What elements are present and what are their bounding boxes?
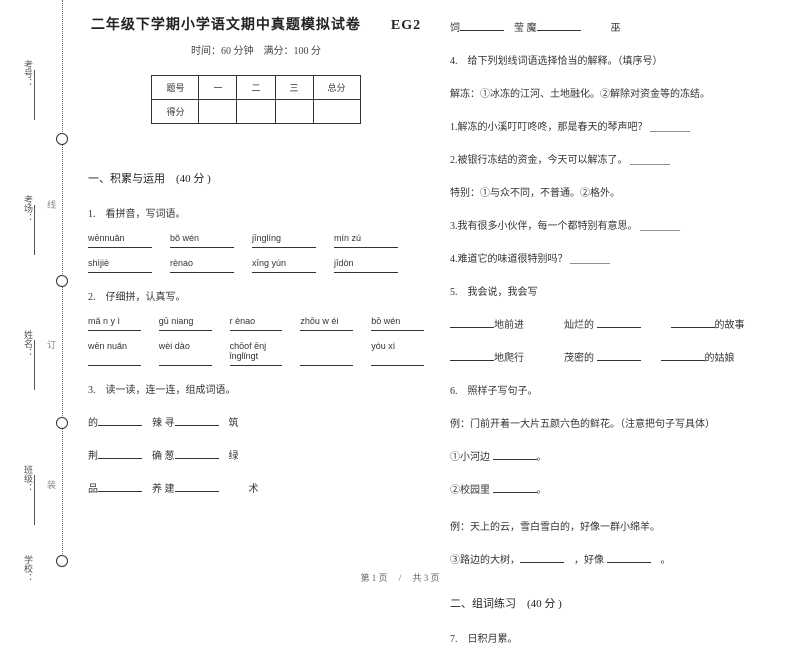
q4-text: 1.解冻的小溪叮叮咚咚，那是春天的琴声吧？ ________ [450,122,690,133]
pinyin: jīnglíng [252,233,316,243]
right-column: 饲 莹 魔 巫 4. 给下列划线词语选择恰当的解释。（填序号） 解冻：①冰冻的江… [450,14,786,658]
question-2: 2. 仔细拼，认真写。 [88,289,424,306]
spine-char: 装 [45,480,58,489]
q3-line: 荆 确 葱 绿 [88,448,424,465]
q6-sub: ①小河边 。 [450,449,786,466]
question-7: 7. 日积月累。 [450,631,786,648]
binding-underline [34,205,35,255]
pinyin: jīdòn [334,258,398,268]
pinyin: shìjiè [88,258,152,268]
pinyin: xīng yún [252,258,316,268]
score-cell [237,100,275,124]
score-cell: 三 [275,76,313,100]
r-line: 饲 莹 魔 巫 [450,20,786,37]
question-3: 3. 读一读，连一连，组成词语。 [88,382,424,399]
question-5: 5. 我会说，我会写 [450,284,786,301]
spine-char: 订 [45,340,58,349]
section-heading: 一、积累与运用 (40 分 ) [88,170,424,186]
score-cell: 题号 [152,76,199,100]
pinyin [300,341,353,361]
binding-underline [34,340,35,390]
pinyin: mǎ n y ì [88,316,141,326]
binding-circle [56,555,68,567]
pinyin: wēn nuǎn [88,341,141,361]
binding-circle [56,133,68,145]
pinyin: bǒ wén [170,233,234,243]
q4-text: 2.被银行冻结的资金，今天可以解冻了。 ________ [450,155,670,166]
binding-circle [56,275,68,287]
pinyin: yóu xì [371,341,424,361]
section-heading-2: 二、组词练习 (40 分 ) [450,595,786,611]
question-4: 4. 给下列划线词语选择恰当的解释。（填序号） [450,53,786,70]
pinyin-row: wēn nuǎn wèi dào chōof ēnj ǐnglǐngt yóu … [88,341,424,361]
pinyin: rènao [170,258,234,268]
binding-underline [34,70,35,120]
score-cell: 得分 [152,100,199,124]
q4-sub: 4.难道它的味道很特别吗？ ________ [450,251,786,268]
q6-sub: ③路边的大树， ，好像 。 [450,552,786,569]
page-footer: 第 1 页 / 共 3 页 [0,571,800,584]
answer-blank-row [88,365,424,366]
score-cell: 二 [237,76,275,100]
binding-circle [56,417,68,429]
q4-def: 特别：①与众不同，不普通。②格外。 [450,185,786,202]
q4-sub: 2.被银行冻结的资金，今天可以解冻了。 ________ [450,152,786,169]
pinyin: zhōu w éi [300,316,353,326]
q4-text: 4.难道它的味道很特别吗？ ________ [450,254,610,265]
q4-text: 3.我有很多小伙伴，每一个都特别有意思。 ________ [450,221,680,232]
pinyin: gū niang [159,316,212,326]
pinyin-row: wēnnuǎn bǒ wén jīnglíng mín zú [88,233,424,243]
answer-blank-row [88,330,424,331]
score-cell: 一 [199,76,237,100]
q6-sub: ②校园里 。 [450,482,786,499]
pinyin: bō wén [371,316,424,326]
pinyin: wèi dào [159,341,212,361]
q3-line: 品 养 建 术 [88,481,424,498]
exam-subtitle: 时间：60 分钟 满分：100 分 [88,42,424,57]
q5-row: 地前进 灿烂的 的故事 [450,317,786,334]
question-1: 1. 看拼音，写词语。 [88,206,424,223]
binding-underline [34,475,35,525]
q6-ex: 例：门前开着一大片五颜六色的鲜花。（注意把句子写具体） [450,416,786,433]
q4-sub: 1.解冻的小溪叮叮咚咚，那是春天的琴声吧？ ________ [450,119,786,136]
exam-title: 二年级下学期小学语文期中真题模拟试卷 EG2 [88,14,424,34]
pinyin: wēnnuǎn [88,233,152,243]
q4-def: 解冻：①冰冻的江河、土地融化。②解除对资金等的冻结。 [450,86,786,103]
pinyin: r ènao [230,316,283,326]
binding-strip: 考号： 考场： 姓名： 班级： 学校： 线 订 装 [0,0,78,592]
q6-ex: 例：天上的云，雪白雪白的，好像一群小绵羊。 [450,519,786,536]
pinyin: chōof ēnj ǐnglǐngt [230,341,283,361]
left-column: 二年级下学期小学语文期中真题模拟试卷 EG2 时间：60 分钟 满分：100 分… [88,14,424,658]
page-content: 二年级下学期小学语文期中真题模拟试卷 EG2 时间：60 分钟 满分：100 分… [88,14,788,658]
score-cell: 总分 [313,76,360,100]
score-table: 题号 一 二 三 总分 得分 [151,75,360,124]
score-cell [275,100,313,124]
answer-blank-row [88,247,424,248]
score-cell [313,100,360,124]
q3-line: 的 辣 寻 筑 [88,415,424,432]
pinyin-row: shìjiè rènao xīng yún jīdòn [88,258,424,268]
pinyin: mín zú [334,233,398,243]
pinyin-row: mǎ n y ì gū niang r ènao zhōu w éi bō wé… [88,316,424,326]
q4-sub: 3.我有很多小伙伴，每一个都特别有意思。 ________ [450,218,786,235]
q5-row: 地爬行 茂密的 的姑娘 [450,350,786,367]
score-cell [199,100,237,124]
question-6: 6. 照样子写句子。 [450,383,786,400]
spine-char: 线 [45,200,58,209]
answer-blank-row [88,272,424,273]
